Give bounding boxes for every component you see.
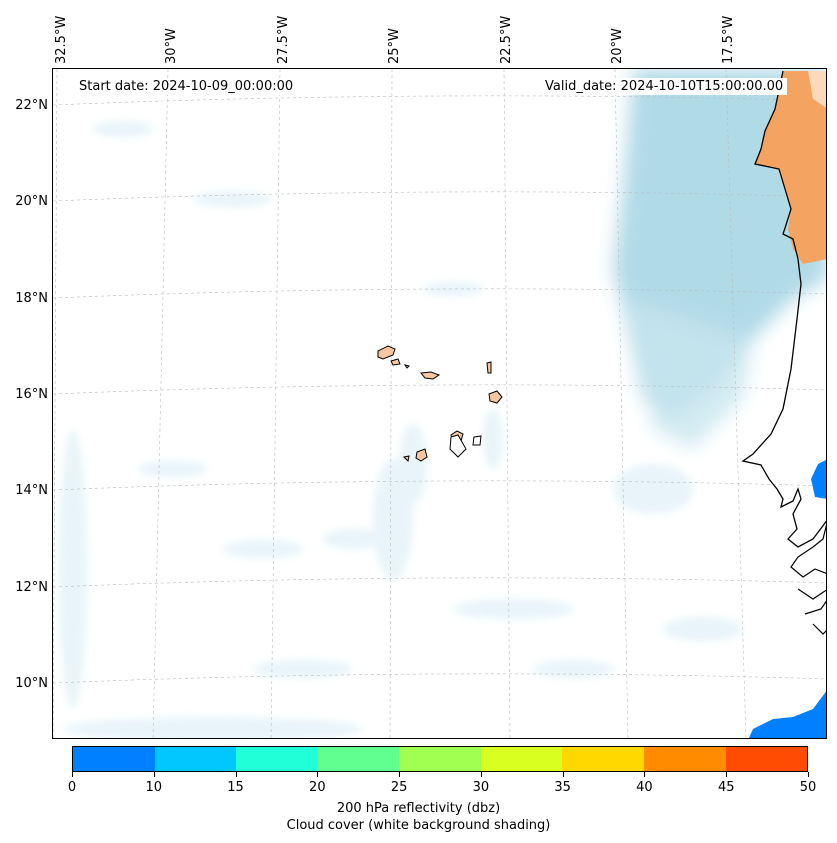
reflectivity-patch xyxy=(811,460,826,499)
lat-label: 10°N xyxy=(15,676,48,691)
colorbar-title: 200 hPa reflectivity (dbz) xyxy=(336,801,501,816)
mainland-light xyxy=(808,71,826,108)
colorbar-tick-label: 45 xyxy=(717,780,735,795)
colorbar-tick-label: 15 xyxy=(227,780,244,795)
lat-label: 16°N xyxy=(15,387,48,402)
start-date-label: Start date: 2024-10-09_00:00:00 xyxy=(75,78,298,95)
colorbar-tick xyxy=(808,772,809,777)
colorbar-segment xyxy=(480,747,563,771)
map-canvas xyxy=(53,69,826,738)
colorbar-tick-label: 25 xyxy=(390,780,408,795)
colorbar-segment xyxy=(399,747,481,771)
lon-label: 27.5°W xyxy=(276,15,291,64)
colorbar-tick-label: 20 xyxy=(309,780,326,795)
lon-label: 32.5°W xyxy=(54,15,69,64)
colorbar-tick-label: 50 xyxy=(799,780,817,795)
lon-label: 22.5°W xyxy=(499,15,514,64)
colorbar-subtitle: Cloud cover (white background shading) xyxy=(286,818,551,833)
colorbar-tick-label: 35 xyxy=(554,780,571,795)
colorbar-tick-label: 10 xyxy=(145,780,163,795)
cape-verde-islands xyxy=(377,345,503,463)
colorbar-segment xyxy=(725,747,808,771)
lat-label: 20°N xyxy=(15,194,48,209)
colorbar-tick xyxy=(644,772,646,777)
lon-label: 25°W xyxy=(387,28,402,64)
colorbar-segment xyxy=(317,747,400,771)
faint-cloud-cover xyxy=(59,121,743,738)
colorbar-segment xyxy=(154,747,237,771)
lat-label: 18°N xyxy=(15,291,48,306)
lat-label: 14°N xyxy=(15,483,48,498)
lat-label: 22°N xyxy=(15,98,48,113)
colorbar-tick xyxy=(480,772,482,777)
lon-label: 30°W xyxy=(164,28,179,64)
colorbar-segment xyxy=(643,747,726,771)
reflectivity-patch xyxy=(748,691,826,738)
colorbar-tick xyxy=(72,772,73,777)
coastline xyxy=(741,70,826,548)
colorbar-tick xyxy=(726,772,728,777)
colorbar-tick xyxy=(153,772,155,777)
colorbar-segment xyxy=(562,747,644,771)
coastline-south xyxy=(790,524,826,635)
graticule xyxy=(53,69,826,738)
colorbar-segment xyxy=(73,747,155,771)
map-panel xyxy=(52,68,827,739)
colorbar-segment xyxy=(236,747,318,771)
colorbar-tick xyxy=(317,772,319,777)
colorbar-tick xyxy=(235,772,237,777)
lon-label: 20°W xyxy=(610,28,625,64)
lon-label: 17.5°W xyxy=(721,15,736,64)
colorbar-tick xyxy=(399,772,401,777)
colorbar-tick-label: 30 xyxy=(472,780,490,795)
valid-date-label: Valid_date: 2024-10-10T15:00:00.00 xyxy=(541,78,788,95)
colorbar xyxy=(72,746,808,772)
mainland-land xyxy=(755,71,826,264)
lat-label: 12°N xyxy=(15,580,48,595)
colorbar-tick-label: 40 xyxy=(636,780,653,795)
colorbar-tick-label: 0 xyxy=(67,780,77,795)
colorbar-tick xyxy=(562,772,564,777)
